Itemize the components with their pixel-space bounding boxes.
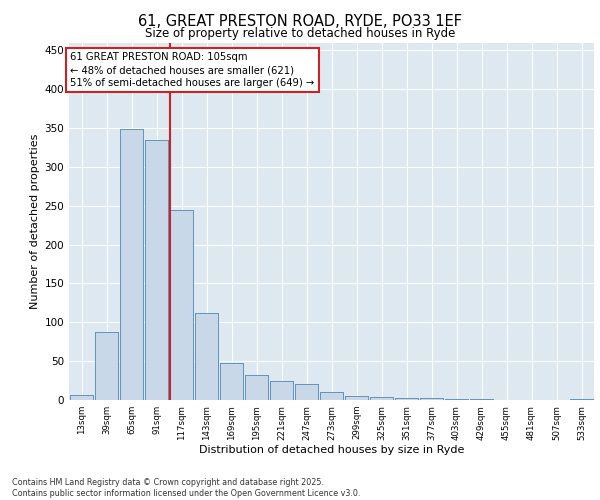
Bar: [419, 398, 443, 400]
Bar: [194, 313, 218, 400]
Bar: [370, 397, 394, 400]
Bar: [245, 375, 268, 400]
Bar: [95, 332, 118, 400]
Bar: [569, 399, 593, 400]
Text: Size of property relative to detached houses in Ryde: Size of property relative to detached ho…: [145, 28, 455, 40]
Bar: [344, 396, 368, 400]
Bar: [445, 399, 469, 400]
Bar: [245, 375, 268, 400]
Bar: [445, 399, 469, 400]
Bar: [470, 399, 493, 400]
Bar: [145, 140, 169, 400]
Bar: [370, 397, 394, 400]
Text: Contains HM Land Registry data © Crown copyright and database right 2025.
Contai: Contains HM Land Registry data © Crown c…: [12, 478, 361, 498]
Bar: [569, 399, 593, 400]
Bar: [220, 362, 244, 400]
Bar: [295, 384, 319, 400]
Bar: [194, 313, 218, 400]
Bar: [419, 398, 443, 400]
Bar: [70, 396, 94, 400]
Bar: [170, 210, 193, 400]
Bar: [344, 396, 368, 400]
X-axis label: Distribution of detached houses by size in Ryde: Distribution of detached houses by size …: [199, 446, 464, 456]
Bar: [269, 380, 293, 400]
Bar: [269, 380, 293, 400]
Bar: [295, 384, 319, 400]
Bar: [119, 129, 143, 400]
Y-axis label: Number of detached properties: Number of detached properties: [30, 134, 40, 309]
Text: 61, GREAT PRESTON ROAD, RYDE, PO33 1EF: 61, GREAT PRESTON ROAD, RYDE, PO33 1EF: [138, 14, 462, 29]
Bar: [70, 396, 94, 400]
Bar: [170, 210, 193, 400]
Bar: [395, 398, 418, 400]
Bar: [320, 392, 343, 400]
Bar: [119, 129, 143, 400]
Bar: [320, 392, 343, 400]
Bar: [395, 398, 418, 400]
Bar: [95, 332, 118, 400]
Bar: [145, 140, 169, 400]
Text: 61 GREAT PRESTON ROAD: 105sqm
← 48% of detached houses are smaller (621)
51% of : 61 GREAT PRESTON ROAD: 105sqm ← 48% of d…: [70, 52, 314, 88]
Bar: [470, 399, 493, 400]
Bar: [220, 362, 244, 400]
